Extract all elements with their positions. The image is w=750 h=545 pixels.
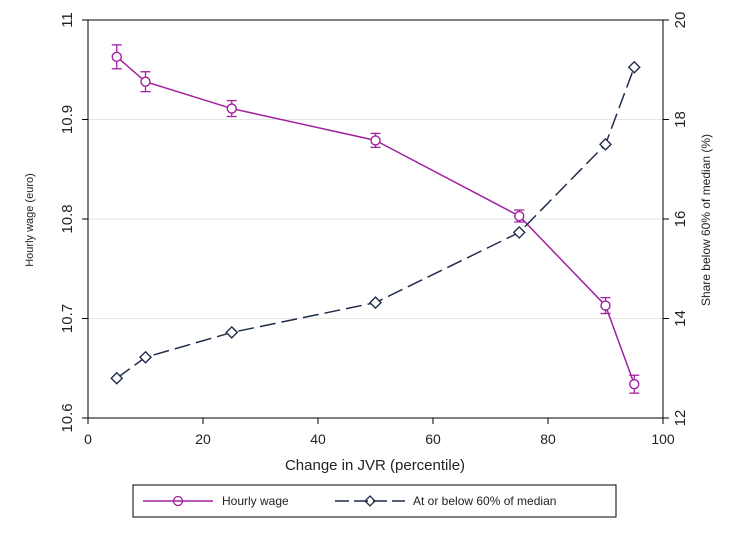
data-point [369,296,382,310]
data-point [600,300,611,311]
legend-label-at-or-below: At or below 60% of median [413,494,556,508]
legend-marker-at-or-below [364,495,376,507]
data-point [111,51,122,63]
left-y-axis-title: Hourly wage (euro) [24,173,36,267]
left-y-tick-label: 10.9 [59,105,76,134]
data-point [514,210,525,222]
x-tick-label: 40 [310,431,326,447]
left-y-tick-label: 10.8 [59,204,76,233]
data-point [627,60,641,74]
right-y-tick-label: 14 [672,310,689,327]
x-tick-label: 80 [540,431,556,447]
legend-marker-hourly-wage [172,495,184,507]
data-point [225,325,239,339]
right-y-tick-label: 12 [672,410,689,427]
x-axis: 0 20 40 60 80 100 [84,418,675,447]
x-tick-label: 60 [425,431,441,447]
x-axis-title: Change in JVR (percentile) [285,457,465,474]
x-tick-label: 20 [195,431,211,447]
series-hourly-wage [111,44,640,394]
left-y-axis: 10.6 10.7 10.8 10.9 11 [59,12,88,433]
legend-label-hourly-wage: Hourly wage [222,494,289,508]
left-y-tick-label: 10.7 [59,304,76,333]
right-y-tick-label: 18 [672,111,689,128]
x-tick-label: 100 [651,431,675,447]
data-point [370,135,381,146]
legend: Hourly wage At or below 60% of median [132,484,617,518]
series-at-or-below-60 [110,60,641,385]
x-tick-label: 0 [84,431,92,447]
data-point [512,225,526,239]
right-y-tick-label: 16 [672,211,689,228]
data-point [110,371,124,385]
right-y-axis: 12 14 16 18 20 [663,12,689,427]
data-point [226,103,237,114]
data-point [140,76,151,87]
data-point [139,350,152,364]
data-point [629,378,640,390]
right-y-tick-label: 20 [672,12,689,29]
series-layer [110,44,641,394]
right-y-axis-title: Share below 60% of median (%) [699,134,713,306]
data-point [599,137,612,151]
left-y-tick-label: 10.6 [59,403,76,432]
left-y-tick-label: 11 [59,12,76,28]
